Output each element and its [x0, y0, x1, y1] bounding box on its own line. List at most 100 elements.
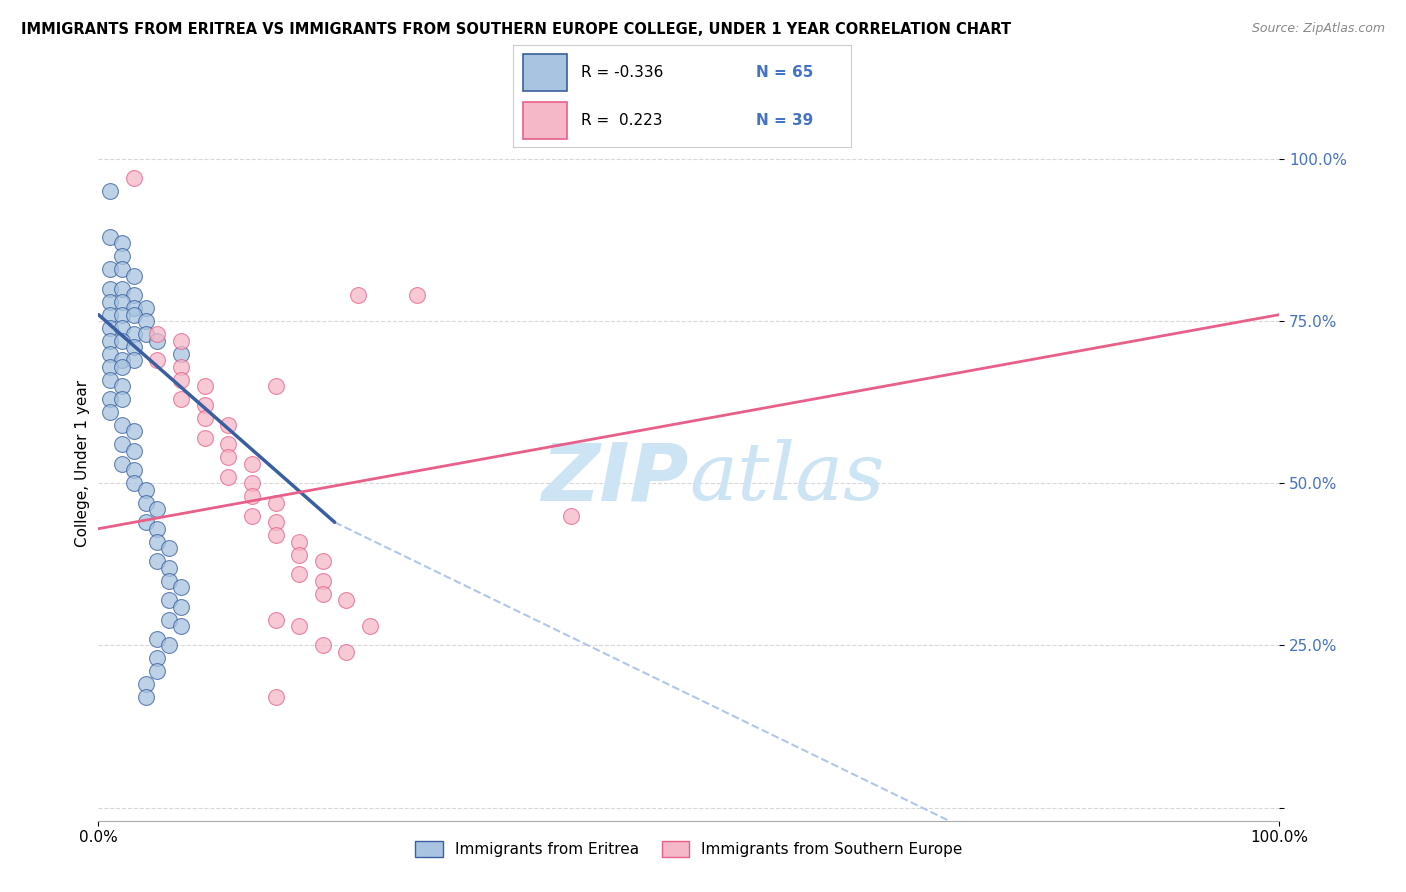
Point — [111, 457, 134, 471]
Point — [122, 327, 145, 342]
Point — [170, 392, 193, 406]
Point — [122, 288, 145, 302]
Point — [122, 463, 145, 477]
Text: N = 39: N = 39 — [756, 113, 814, 128]
Point — [111, 417, 134, 432]
Point — [122, 308, 145, 322]
Point — [135, 677, 157, 691]
Point — [157, 560, 180, 574]
Point — [135, 515, 157, 529]
Point — [135, 496, 157, 510]
Point — [111, 379, 134, 393]
Point — [194, 431, 217, 445]
Point — [264, 528, 287, 542]
Point — [98, 308, 121, 322]
Text: IMMIGRANTS FROM ERITREA VS IMMIGRANTS FROM SOUTHERN EUROPE COLLEGE, UNDER 1 YEAR: IMMIGRANTS FROM ERITREA VS IMMIGRANTS FR… — [21, 22, 1011, 37]
Point — [111, 353, 134, 368]
Point — [347, 288, 370, 302]
FancyBboxPatch shape — [523, 54, 567, 91]
Point — [240, 508, 263, 523]
Point — [111, 236, 134, 251]
Point — [406, 288, 429, 302]
Point — [146, 502, 169, 516]
Point — [135, 327, 157, 342]
Point — [146, 651, 169, 665]
Point — [111, 249, 134, 263]
Point — [111, 392, 134, 406]
Point — [146, 522, 169, 536]
Point — [98, 282, 121, 296]
Point — [98, 372, 121, 386]
Point — [98, 392, 121, 406]
Point — [98, 359, 121, 374]
Point — [170, 372, 193, 386]
Point — [312, 574, 335, 588]
Point — [122, 425, 145, 439]
Point — [560, 508, 582, 523]
Point — [122, 340, 145, 354]
Point — [240, 457, 263, 471]
Point — [146, 327, 169, 342]
Text: R = -0.336: R = -0.336 — [581, 65, 664, 79]
Point — [146, 334, 169, 348]
Point — [312, 554, 335, 568]
Point — [122, 353, 145, 368]
Point — [111, 334, 134, 348]
Point — [288, 534, 311, 549]
Point — [135, 314, 157, 328]
Point — [146, 632, 169, 646]
Point — [170, 334, 193, 348]
Point — [312, 586, 335, 600]
Point — [98, 185, 121, 199]
Point — [170, 580, 193, 594]
Point — [122, 476, 145, 491]
Legend: Immigrants from Eritrea, Immigrants from Southern Europe: Immigrants from Eritrea, Immigrants from… — [409, 835, 969, 863]
Point — [111, 282, 134, 296]
Point — [170, 346, 193, 360]
Point — [170, 599, 193, 614]
Point — [157, 574, 180, 588]
Text: ZIP: ZIP — [541, 439, 689, 517]
Point — [312, 639, 335, 653]
Point — [264, 690, 287, 705]
Point — [111, 308, 134, 322]
Point — [157, 593, 180, 607]
Text: atlas: atlas — [689, 440, 884, 516]
Point — [264, 613, 287, 627]
Point — [122, 268, 145, 283]
Point — [194, 379, 217, 393]
Point — [157, 541, 180, 556]
Point — [111, 320, 134, 334]
Point — [170, 359, 193, 374]
Point — [98, 320, 121, 334]
Point — [335, 645, 357, 659]
Point — [122, 171, 145, 186]
Point — [135, 301, 157, 315]
Point — [111, 437, 134, 451]
Point — [217, 437, 239, 451]
Point — [170, 619, 193, 633]
Point — [98, 334, 121, 348]
Point — [146, 554, 169, 568]
Point — [288, 548, 311, 562]
Point — [111, 262, 134, 277]
Text: R =  0.223: R = 0.223 — [581, 113, 662, 128]
Point — [217, 470, 239, 484]
FancyBboxPatch shape — [523, 102, 567, 139]
Point — [146, 534, 169, 549]
Point — [146, 353, 169, 368]
Point — [98, 294, 121, 309]
Point — [122, 301, 145, 315]
Point — [135, 690, 157, 705]
Y-axis label: College, Under 1 year: College, Under 1 year — [75, 380, 90, 548]
Point — [194, 399, 217, 413]
Point — [288, 567, 311, 582]
Point — [111, 359, 134, 374]
Point — [335, 593, 357, 607]
Point — [217, 417, 239, 432]
Point — [194, 411, 217, 425]
Point — [288, 619, 311, 633]
Point — [122, 443, 145, 458]
Point — [98, 262, 121, 277]
Point — [264, 379, 287, 393]
